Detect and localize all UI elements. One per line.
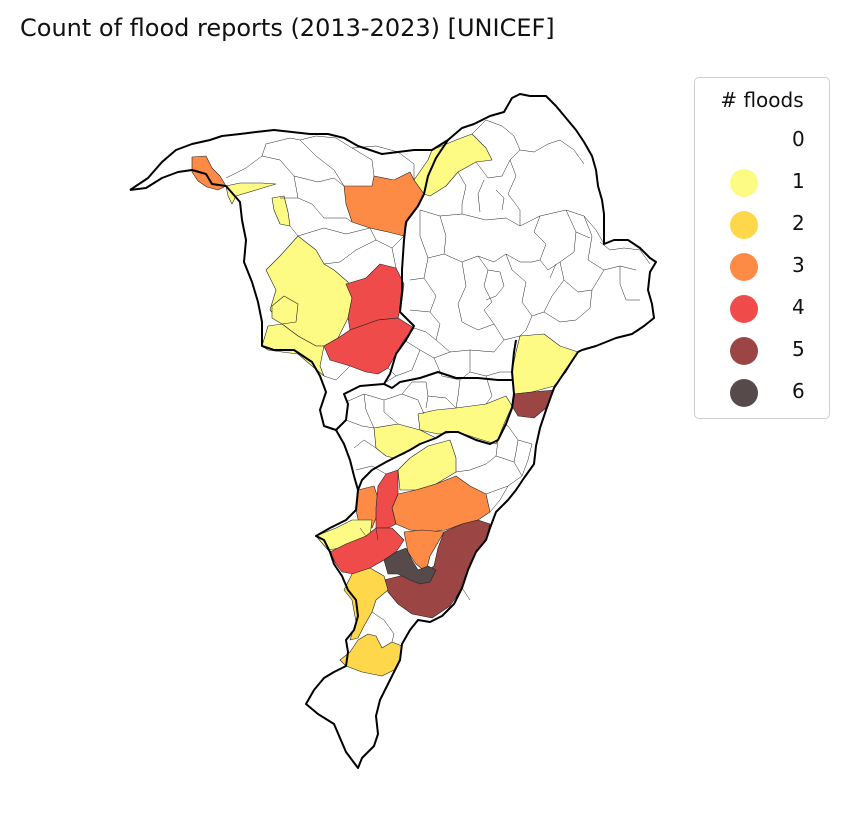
legend-label: 1 [792,169,805,193]
legend-swatch [730,295,758,323]
state-outline-3 [335,429,359,491]
legend-label: 3 [792,253,805,277]
district-flood-2-far-south [339,633,403,677]
district-flood-3-north [343,171,425,237]
legend-label: 2 [792,211,805,235]
legend-title: # floods [720,88,804,112]
legend-label: 6 [792,379,805,403]
legend-swatch [730,169,758,197]
map-title: Count of flood reports (2013-2023) [UNIC… [20,14,555,42]
legend-item-6: 6 [695,372,829,414]
legend-item-0: 0 [695,120,829,162]
legend-swatch [730,127,758,155]
district-flood-3-northwest [191,155,227,191]
legend-item-4: 4 [695,288,829,330]
legend-item-3: 3 [695,246,829,288]
legend-item-5: 5 [695,330,829,372]
state-outline-1 [129,93,657,769]
district-flood-1-south [397,439,457,491]
district-flood-1-coastal-strip [225,182,277,205]
state-outline-4 [383,371,512,389]
district-flood-1-east [511,333,579,395]
legend-swatch [730,379,758,407]
state-outline-2 [129,139,449,431]
legend-swatch [730,253,758,281]
district-flood-3-south-center [403,529,445,573]
legend-swatch [730,337,758,365]
district-flood-3-south-west [355,485,379,529]
legend-label: 4 [792,295,805,319]
district-flood-6 [383,547,437,585]
legend-swatch [730,211,758,239]
map-legend: # floods 0 1 2 3 4 5 6 [694,77,830,419]
legend-label: 5 [792,337,805,361]
legend-label: 0 [792,127,805,151]
district-flood-2-south [343,567,389,641]
legend-item-1: 1 [695,162,829,204]
district-flood-1-tiny [271,295,299,325]
district-flood-1-small [271,195,291,227]
legend-item-2: 2 [695,204,829,246]
district-flood-4-south-north [375,469,399,529]
district-flood-4-central [323,317,415,375]
